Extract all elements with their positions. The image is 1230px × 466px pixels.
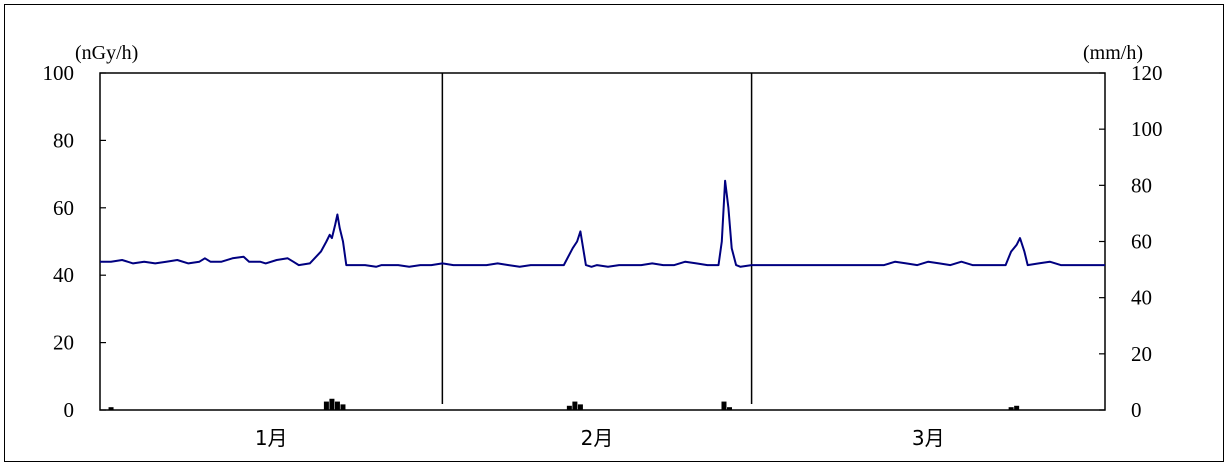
- right-tick-label: 20: [1131, 342, 1152, 366]
- rain-bar: [329, 398, 335, 410]
- rain-bar: [1008, 407, 1014, 410]
- chart-frame: 0 20 40 60 80 100 0 20 40 60 80 100 120 (nGy/h) (mm/h)…: [4, 4, 1224, 462]
- rain-bar: [1014, 405, 1020, 410]
- rain-bar: [323, 401, 329, 410]
- left-tick-label: 40: [53, 263, 74, 287]
- rain-bar: [108, 407, 114, 410]
- left-tick-label: 60: [53, 196, 74, 220]
- x-tick-label: 2月: [581, 426, 614, 450]
- dose-rate-line: [100, 179, 1105, 268]
- rain-bar: [572, 401, 578, 410]
- left-tick-label: 20: [53, 331, 74, 355]
- right-tick-label: 100: [1131, 117, 1163, 141]
- left-axis-unit: (nGy/h): [75, 42, 138, 64]
- right-axis-unit: (mm/h): [1083, 42, 1143, 64]
- rain-bar: [577, 404, 583, 410]
- right-tick-label: 0: [1131, 398, 1142, 422]
- chart-svg: 0 20 40 60 80 100 0 20 40 60 80 100 120 (nGy/h) (mm/h)…: [43, 42, 1163, 450]
- rain-bar: [721, 401, 727, 410]
- x-tick-label: 3月: [912, 426, 945, 450]
- left-tick-label: 100: [43, 61, 75, 85]
- right-tick-label: 40: [1131, 286, 1152, 310]
- rain-bar: [727, 407, 733, 410]
- rain-bar: [340, 404, 346, 410]
- right-tick-label: 120: [1131, 61, 1163, 85]
- rain-bar: [566, 405, 572, 410]
- x-tick-label: 1月: [255, 426, 288, 450]
- plot-area: [99, 72, 1106, 411]
- left-tick-label: 0: [64, 398, 75, 422]
- rain-bar: [334, 401, 340, 410]
- right-tick-label: 60: [1131, 230, 1152, 254]
- left-tick-label: 80: [53, 128, 74, 152]
- right-tick-label: 80: [1131, 173, 1152, 197]
